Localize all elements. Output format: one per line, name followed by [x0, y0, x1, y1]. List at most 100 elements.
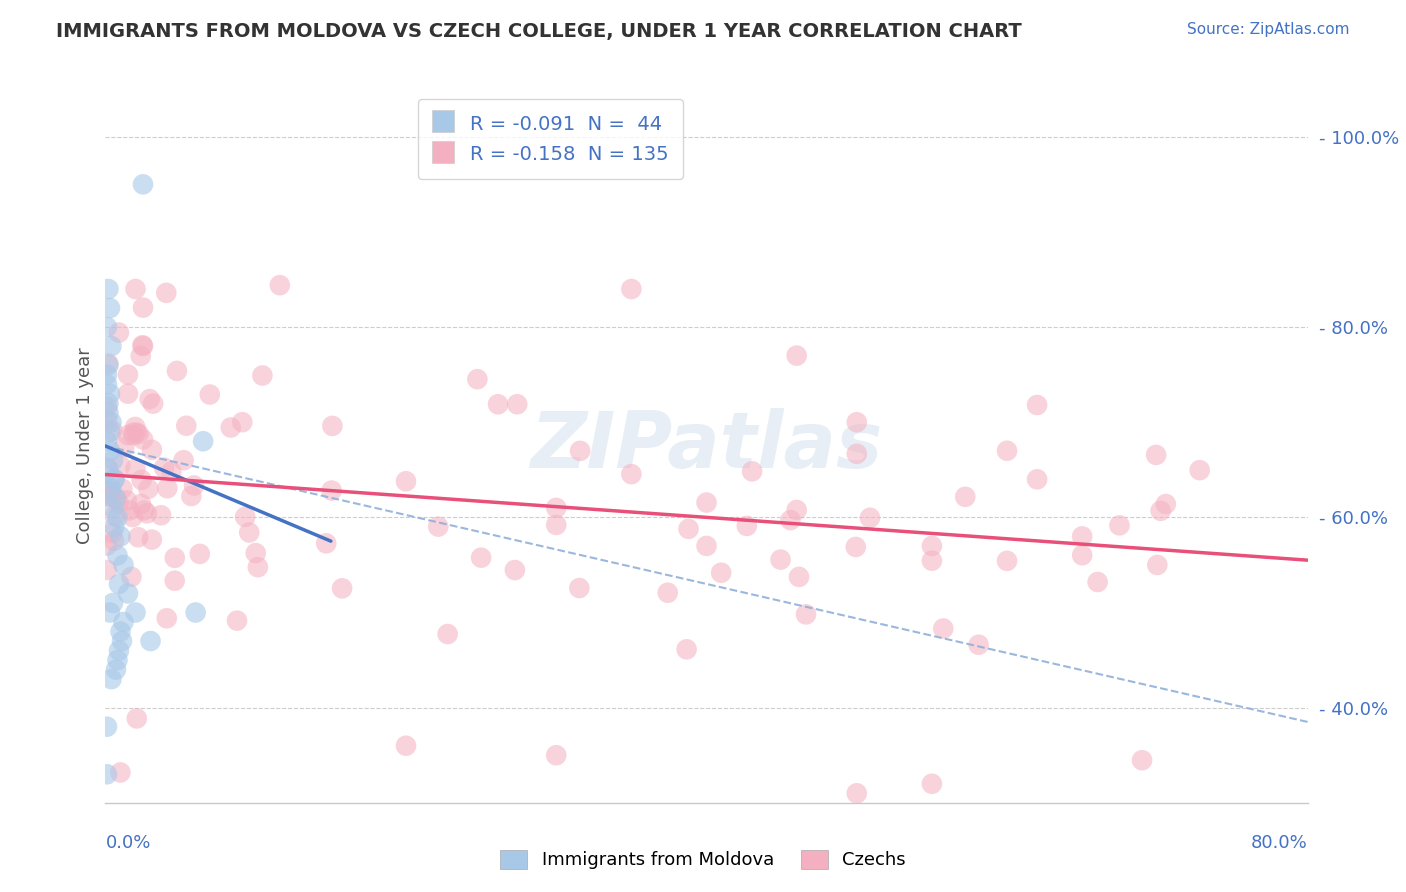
Point	[96, 539, 118, 553]
Point	[160, 465, 183, 479]
Point	[112, 558, 135, 572]
Point	[101, 500, 124, 515]
Point	[503, 563, 526, 577]
Point	[124, 606, 146, 620]
Point	[1026, 472, 1049, 486]
Point	[786, 349, 808, 363]
Point	[136, 507, 159, 521]
Point	[226, 614, 249, 628]
Point	[96, 368, 118, 382]
Point	[163, 574, 186, 588]
Point	[107, 653, 129, 667]
Point	[967, 638, 990, 652]
Point	[100, 487, 122, 501]
Point	[107, 496, 129, 510]
Point	[98, 386, 121, 401]
Point	[127, 530, 149, 544]
Point	[110, 765, 132, 780]
Point	[269, 278, 291, 293]
Point	[131, 473, 153, 487]
Point	[546, 517, 568, 532]
Text: 80.0%: 80.0%	[1251, 834, 1308, 852]
Point	[101, 596, 124, 610]
Point	[96, 720, 118, 734]
Point	[183, 478, 205, 492]
Point	[238, 525, 260, 540]
Point	[107, 510, 129, 524]
Point	[321, 483, 343, 498]
Point	[955, 490, 977, 504]
Point	[96, 414, 118, 428]
Point	[141, 533, 163, 547]
Point	[569, 443, 592, 458]
Point	[678, 522, 700, 536]
Point	[546, 500, 568, 515]
Point	[98, 425, 121, 439]
Point	[845, 447, 868, 461]
Point	[124, 420, 146, 434]
Point	[932, 622, 955, 636]
Point	[198, 387, 221, 401]
Point	[128, 426, 150, 441]
Point	[97, 282, 120, 296]
Point	[141, 442, 163, 457]
Point	[96, 377, 118, 392]
Point	[97, 358, 120, 372]
Point	[1149, 504, 1171, 518]
Point	[96, 767, 118, 781]
Point	[845, 415, 868, 429]
Y-axis label: College, Under 1 year: College, Under 1 year	[76, 348, 94, 544]
Point	[107, 549, 129, 563]
Point	[98, 606, 121, 620]
Point	[620, 467, 643, 482]
Point	[117, 428, 139, 442]
Point	[98, 490, 121, 504]
Point	[96, 320, 118, 334]
Point	[96, 563, 118, 577]
Point	[657, 585, 679, 599]
Point	[245, 546, 267, 560]
Point	[132, 339, 155, 353]
Point	[1130, 753, 1153, 767]
Point	[110, 624, 132, 639]
Point	[96, 400, 118, 414]
Point	[97, 406, 120, 420]
Point	[1071, 548, 1094, 562]
Point	[110, 458, 132, 473]
Point	[150, 508, 173, 523]
Point	[166, 364, 188, 378]
Point	[155, 285, 177, 300]
Point	[315, 536, 337, 550]
Point	[132, 178, 155, 192]
Point	[1108, 518, 1130, 533]
Point	[96, 434, 118, 449]
Point	[1154, 497, 1177, 511]
Text: ZIPatlas: ZIPatlas	[530, 408, 883, 484]
Point	[153, 460, 176, 475]
Point	[252, 368, 274, 383]
Legend: Immigrants from Moldova, Czechs: Immigrants from Moldova, Czechs	[491, 841, 915, 879]
Point	[118, 503, 141, 517]
Point	[100, 489, 122, 503]
Point	[156, 481, 179, 495]
Point	[188, 547, 211, 561]
Point	[112, 615, 135, 629]
Point	[132, 433, 155, 447]
Point	[97, 396, 120, 410]
Point	[136, 482, 159, 496]
Point	[139, 634, 162, 648]
Point	[98, 483, 121, 497]
Text: IMMIGRANTS FROM MOLDOVA VS CZECH COLLEGE, UNDER 1 YEAR CORRELATION CHART: IMMIGRANTS FROM MOLDOVA VS CZECH COLLEGE…	[56, 22, 1022, 41]
Point	[120, 570, 142, 584]
Point	[108, 577, 131, 591]
Point	[506, 397, 529, 411]
Point	[568, 581, 591, 595]
Point	[103, 472, 125, 486]
Point	[96, 460, 118, 475]
Point	[330, 582, 353, 596]
Point	[104, 508, 127, 523]
Point	[100, 415, 122, 429]
Point	[129, 497, 152, 511]
Point	[696, 539, 718, 553]
Point	[101, 453, 124, 467]
